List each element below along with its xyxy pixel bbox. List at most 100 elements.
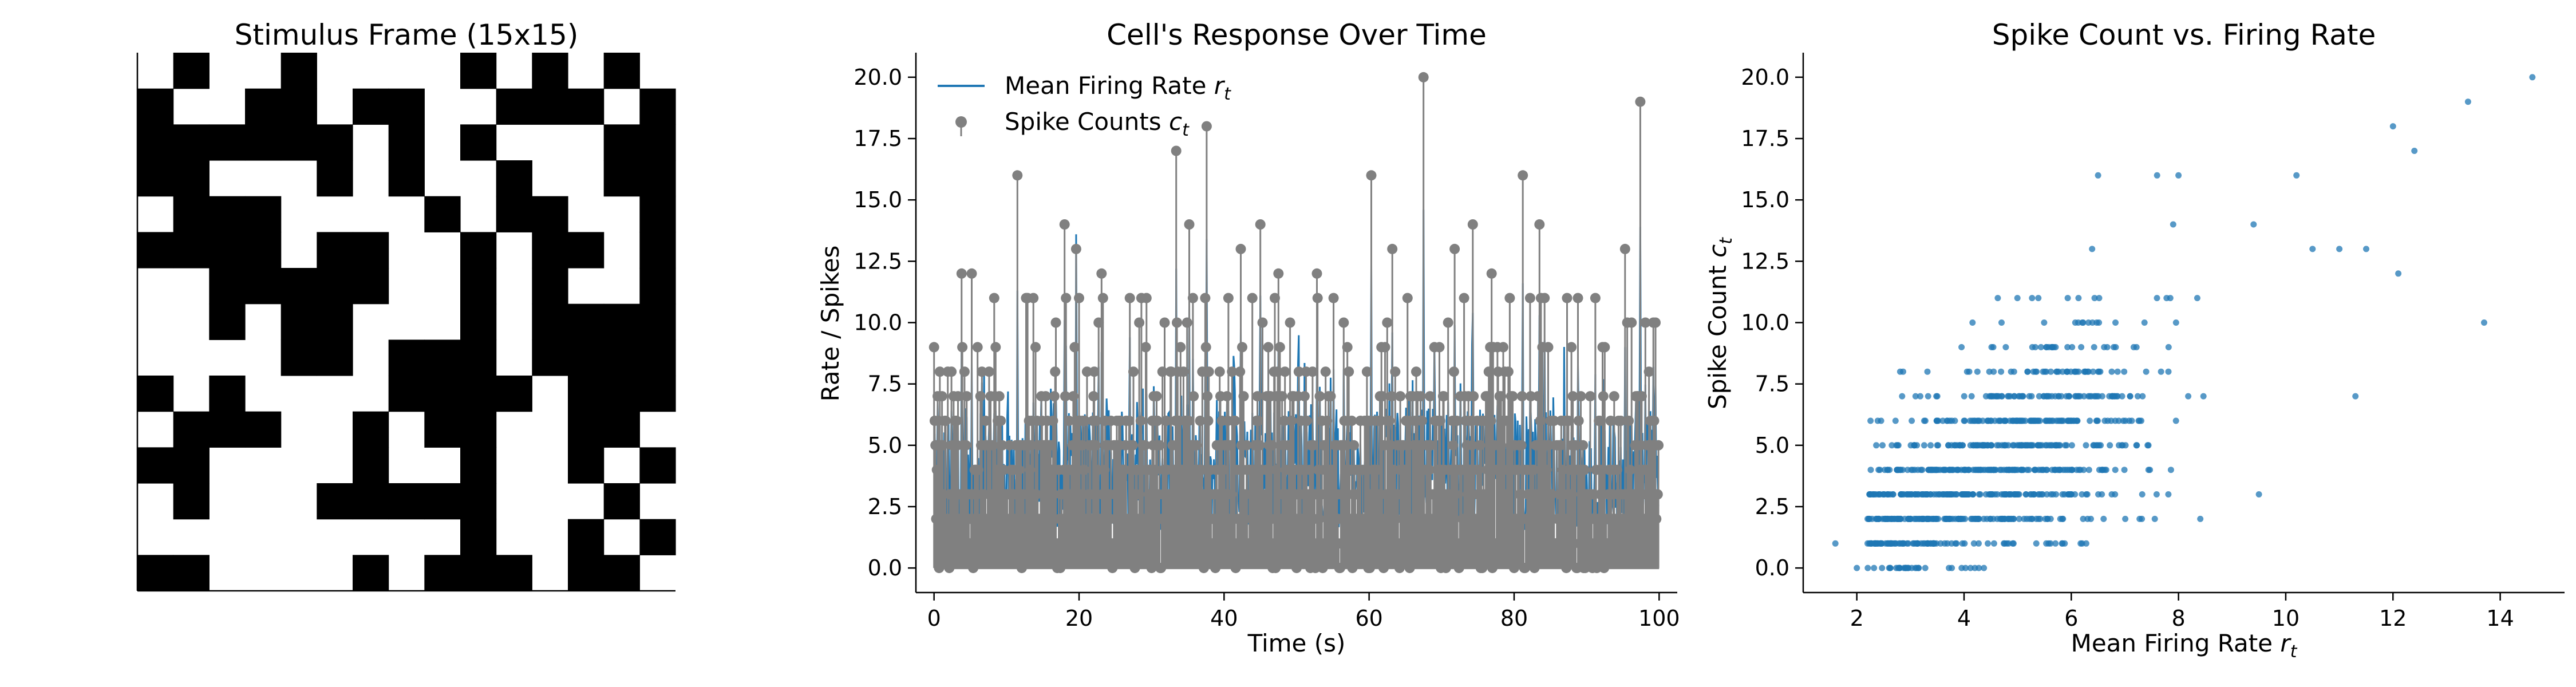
scatter-point: [1994, 295, 2001, 302]
scatter-point: [1911, 515, 1918, 522]
scatter-point: [2141, 319, 2148, 326]
scatter-point: [2001, 540, 2007, 547]
scatter-point: [1890, 491, 1897, 498]
spike-marker: [1524, 293, 1535, 303]
scatter-point: [2103, 467, 2109, 473]
spike-marker: [1357, 464, 1368, 475]
spike-marker: [975, 391, 986, 402]
spike-marker: [994, 391, 1005, 402]
spike-marker: [1450, 489, 1461, 500]
spike-marker: [1402, 293, 1413, 303]
scatter-point: [2389, 123, 2396, 130]
scatter-point: [2099, 467, 2105, 473]
scatter-point: [1939, 491, 1946, 498]
scatter-y-ticks: 0.0 2.5 5.0 7.5 10.0 12.5 15.0 17.5 20.0: [1741, 65, 1803, 581]
spike-marker: [1262, 489, 1273, 500]
scatter-point: [2481, 319, 2487, 326]
spike-marker: [1382, 317, 1393, 328]
stimulus-pixel: [603, 376, 640, 412]
scatter-point: [1945, 442, 1951, 449]
scatter-point: [2081, 393, 2088, 400]
spike-marker: [1518, 170, 1528, 181]
stimulus-grid: [137, 53, 676, 591]
scatter-point: [2002, 344, 2009, 350]
stimulus-pixel: [173, 53, 210, 89]
scatter-point: [2044, 515, 2051, 522]
spike-marker: [1495, 464, 1506, 475]
spike-marker: [1030, 342, 1041, 353]
stimulus-pixel: [460, 232, 497, 269]
scatter-point: [2093, 417, 2100, 424]
spike-marker: [1140, 440, 1151, 451]
scatter-point: [2065, 417, 2072, 424]
spike-marker: [1279, 416, 1290, 426]
stimulus-pixel: [460, 447, 497, 484]
stimulus-pixel: [532, 268, 568, 305]
scatter-point: [2064, 344, 2071, 350]
scatter-point: [1987, 515, 1994, 522]
spike-marker: [1478, 416, 1489, 426]
scatter-point: [2095, 172, 2101, 179]
scatter-point: [1891, 515, 1898, 522]
spike-marker: [1451, 416, 1462, 426]
spike-marker: [1564, 514, 1575, 524]
stimulus-pixel: [532, 53, 568, 89]
scatter-point: [2112, 467, 2119, 473]
spike-marker: [1532, 391, 1543, 402]
scatter-point: [2139, 491, 2146, 498]
x-tick-label: 8: [2172, 606, 2186, 631]
stimulus-pixel: [496, 376, 532, 412]
spike-marker: [1641, 489, 1652, 500]
spike-marker: [1385, 440, 1396, 451]
spike-marker: [1154, 440, 1165, 451]
scatter-point: [2529, 74, 2536, 81]
scatter-point: [1875, 467, 1882, 473]
response-y-ticks: 0.0 2.5 5.0 7.5 10.0 12.5 15.0 17.5 20.0: [854, 65, 916, 581]
scatter-point: [2041, 368, 2048, 375]
spike-marker: [1611, 464, 1622, 475]
response-y-label: Rate / Spikes: [816, 246, 844, 402]
stimulus-pixel: [424, 411, 461, 448]
scatter-point: [2090, 442, 2097, 449]
spike-marker: [1316, 489, 1327, 500]
scatter-point: [2048, 344, 2055, 350]
spike-marker: [1070, 243, 1081, 254]
spike-marker: [1458, 538, 1469, 549]
spike-marker: [1049, 391, 1060, 402]
scatter-point: [2014, 295, 2021, 302]
spike-marker: [985, 538, 995, 549]
spike-marker: [979, 489, 990, 500]
stimulus-pixel: [280, 303, 317, 340]
spike-marker: [1064, 416, 1074, 426]
scatter-point: [2099, 491, 2105, 498]
scatter-point: [2069, 344, 2076, 350]
spike-marker: [929, 342, 939, 353]
stimulus-pixel: [209, 376, 246, 412]
spike-marker: [1040, 391, 1051, 402]
spike-marker: [1619, 514, 1630, 524]
stimulus-pixel: [568, 339, 605, 376]
scatter-point: [2309, 246, 2316, 252]
stimulus-pixel: [603, 124, 640, 161]
scatter-point: [1870, 491, 1876, 498]
scatter-point: [2036, 393, 2042, 400]
scatter-point: [1911, 442, 1918, 449]
spike-marker: [934, 366, 945, 377]
stimulus-pixel: [173, 555, 210, 591]
stimulus-pixel: [496, 88, 532, 125]
scatter-point: [2336, 246, 2343, 252]
legend-spike-swatch-marker: [955, 116, 967, 128]
scatter-point: [2108, 417, 2115, 424]
stimulus-pixel: [388, 160, 425, 197]
scatter-point: [2026, 417, 2033, 424]
stimulus-pixel: [496, 555, 532, 591]
spike-marker: [1290, 489, 1301, 500]
spike-marker: [1279, 366, 1290, 377]
spike-marker: [1344, 366, 1354, 377]
spike-marker: [1531, 440, 1541, 451]
spike-marker: [956, 268, 967, 279]
scatter-point: [1950, 467, 1957, 473]
spike-marker: [1644, 538, 1655, 549]
scatter-point: [1868, 515, 1875, 522]
scatter-point: [2071, 368, 2078, 375]
